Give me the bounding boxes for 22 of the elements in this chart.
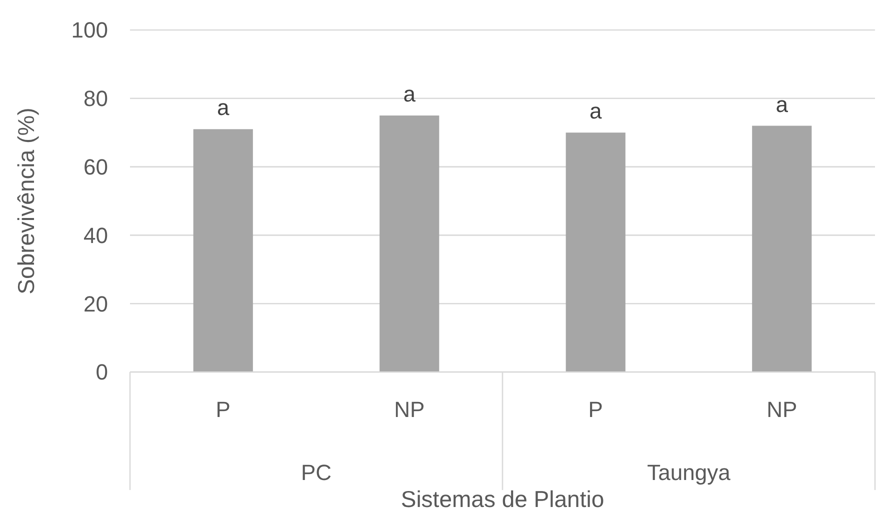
x-tick-label: NP [766, 397, 798, 422]
y-tick-label: 40 [84, 222, 108, 248]
y-tick-label: 100 [71, 18, 108, 43]
bar [752, 126, 812, 372]
text: PC [300, 460, 332, 485]
y-tick-label: 20 [84, 291, 108, 316]
bar [380, 116, 440, 372]
y-tick-label: 80 [84, 86, 108, 112]
data-label: a [403, 82, 416, 106]
data-label: a [217, 95, 230, 120]
x-tick-label: P [216, 397, 230, 422]
data-label: a [776, 92, 789, 117]
bar [193, 129, 253, 372]
x-tick-label: P [588, 397, 603, 422]
x-axis-title: Sistemas de Plantio [400, 486, 604, 512]
y-tick-label: 0 [96, 360, 108, 385]
bar [566, 132, 626, 372]
data-label: a [590, 98, 602, 124]
y-axis-title: Sobrevivência (%) [13, 108, 39, 294]
text: Taungya [647, 460, 732, 485]
y-tick-label: 60 [84, 154, 108, 180]
x-tick-label: NP [394, 397, 425, 422]
